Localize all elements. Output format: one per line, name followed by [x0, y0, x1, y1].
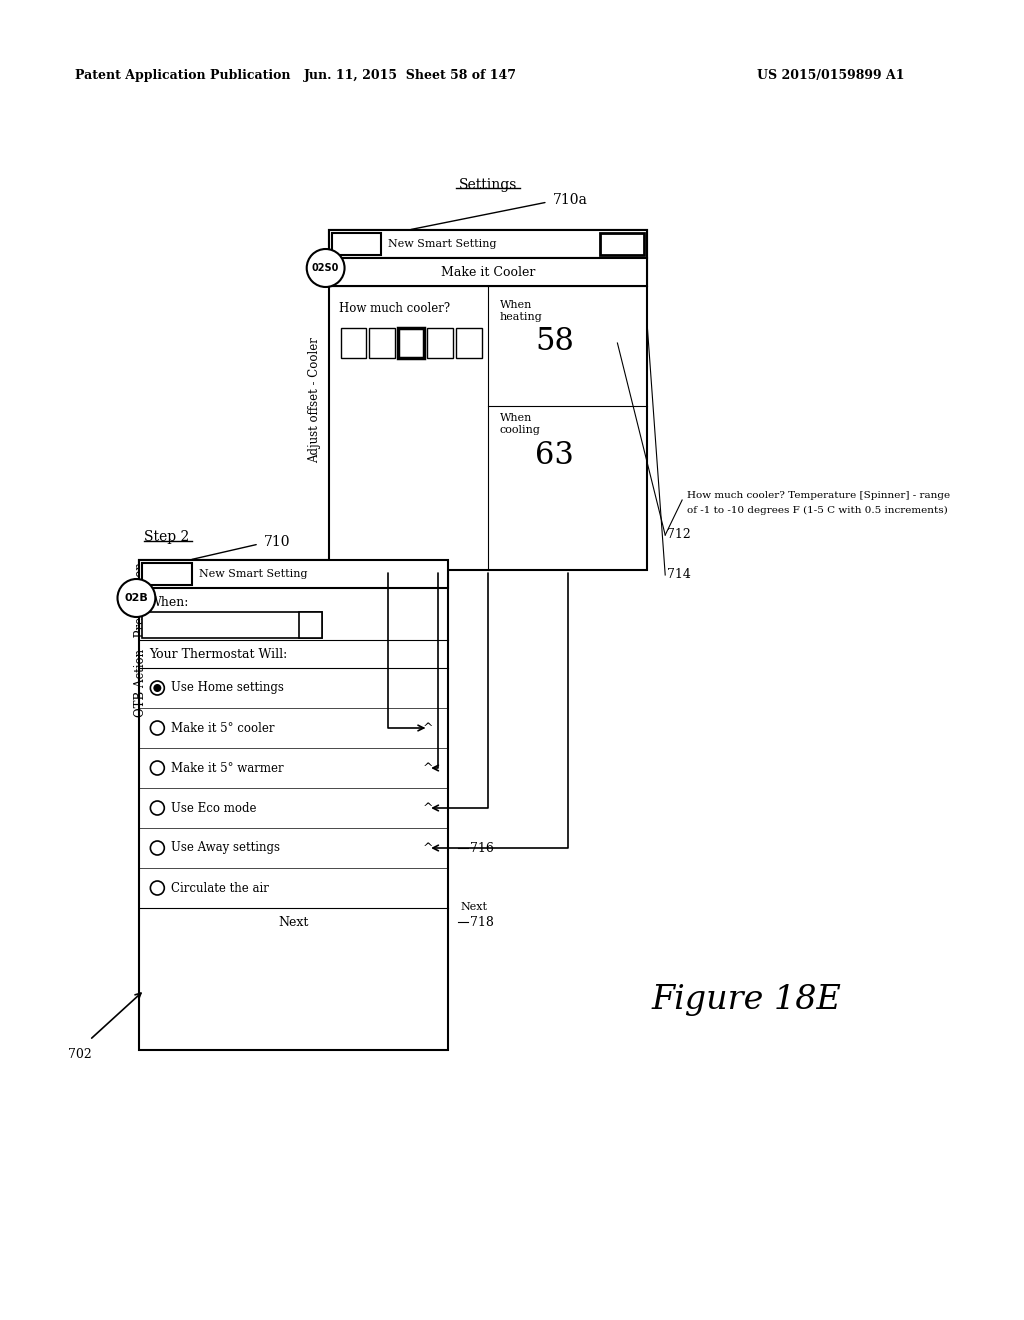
Bar	[139, 560, 449, 1049]
Text: When
heating: When heating	[500, 300, 543, 322]
Text: Use Eco mode: Use Eco mode	[171, 801, 257, 814]
Text: You tap on a setting: You tap on a setting	[150, 620, 261, 630]
Bar	[142, 564, 193, 585]
Text: ▽: ▽	[305, 620, 314, 630]
Text: 714: 714	[668, 569, 691, 582]
Text: Adjust offset - Cooler: Adjust offset - Cooler	[308, 337, 322, 463]
Text: Make it Cooler: Make it Cooler	[440, 265, 536, 279]
Bar	[370, 327, 395, 358]
Text: 712: 712	[668, 528, 691, 541]
Text: Next: Next	[460, 902, 487, 912]
Circle shape	[307, 249, 344, 286]
Text: 63: 63	[536, 441, 574, 471]
Text: Patent Application Publication: Patent Application Publication	[75, 69, 290, 82]
Text: -3°: -3°	[344, 337, 362, 350]
Text: When:: When:	[150, 595, 189, 609]
Bar	[329, 257, 647, 286]
Text: Use Home settings: Use Home settings	[171, 681, 284, 694]
Circle shape	[151, 880, 164, 895]
Text: Next: Next	[279, 916, 309, 928]
Circle shape	[154, 684, 162, 692]
Text: 710a: 710a	[553, 193, 588, 207]
Text: ^: ^	[423, 762, 433, 775]
Text: -5°: -5°	[399, 337, 424, 350]
Text: When
cooling: When cooling	[500, 413, 541, 436]
Text: -7°: -7°	[460, 337, 478, 350]
Bar	[332, 234, 381, 255]
Text: OTB Action - Press button: OTB Action - Press button	[134, 562, 147, 718]
Bar	[341, 327, 367, 358]
Circle shape	[151, 841, 164, 855]
Bar	[299, 612, 322, 638]
Text: Cancel: Cancel	[148, 569, 186, 579]
Text: How much cooler?: How much cooler?	[339, 301, 450, 314]
Text: Settings: Settings	[459, 178, 517, 191]
Text: of -1 to -10 degrees F (1-5 C with 0.5 increments): of -1 to -10 degrees F (1-5 C with 0.5 i…	[687, 506, 948, 515]
Bar	[456, 327, 482, 358]
Text: ^: ^	[423, 722, 433, 734]
Bar	[139, 560, 449, 587]
Bar	[427, 327, 453, 358]
Circle shape	[118, 579, 156, 616]
Text: Your Thermostat Will:: Your Thermostat Will:	[150, 648, 288, 660]
Bar	[329, 230, 647, 570]
Bar	[329, 230, 647, 257]
Text: US 2015/0159899 A1: US 2015/0159899 A1	[757, 69, 904, 82]
Text: How much cooler? Temperature [Spinner] - range: How much cooler? Temperature [Spinner] -…	[687, 491, 950, 499]
Circle shape	[151, 681, 164, 696]
Text: 58: 58	[536, 326, 574, 356]
Bar	[398, 327, 424, 358]
Text: 02B: 02B	[125, 593, 148, 603]
Text: -4°: -4°	[373, 337, 391, 350]
Text: Cancel: Cancel	[337, 239, 376, 249]
Circle shape	[151, 801, 164, 814]
Text: New Smart Setting: New Smart Setting	[388, 239, 497, 249]
Text: Circulate the air: Circulate the air	[171, 882, 269, 895]
Text: 02S0: 02S0	[312, 263, 339, 273]
Text: Make it 5° warmer: Make it 5° warmer	[171, 762, 284, 775]
Text: New Smart Setting: New Smart Setting	[199, 569, 307, 579]
Text: 702: 702	[68, 1048, 91, 1061]
Text: ^: ^	[423, 842, 433, 854]
Bar	[142, 612, 322, 638]
Text: 710: 710	[264, 535, 291, 549]
Text: Step 2: Step 2	[144, 531, 189, 544]
Text: Figure 18E: Figure 18E	[652, 983, 842, 1016]
Bar	[600, 234, 644, 255]
Text: Done: Done	[606, 239, 639, 249]
Circle shape	[151, 721, 164, 735]
Text: ^: ^	[423, 801, 433, 814]
Text: 716: 716	[470, 842, 494, 854]
Text: Jun. 11, 2015  Sheet 58 of 147: Jun. 11, 2015 Sheet 58 of 147	[304, 69, 517, 82]
Text: Make it 5° cooler: Make it 5° cooler	[171, 722, 274, 734]
Text: 718: 718	[470, 916, 494, 928]
Text: -6°: -6°	[431, 337, 450, 350]
Text: Use Away settings: Use Away settings	[171, 842, 281, 854]
Circle shape	[151, 762, 164, 775]
